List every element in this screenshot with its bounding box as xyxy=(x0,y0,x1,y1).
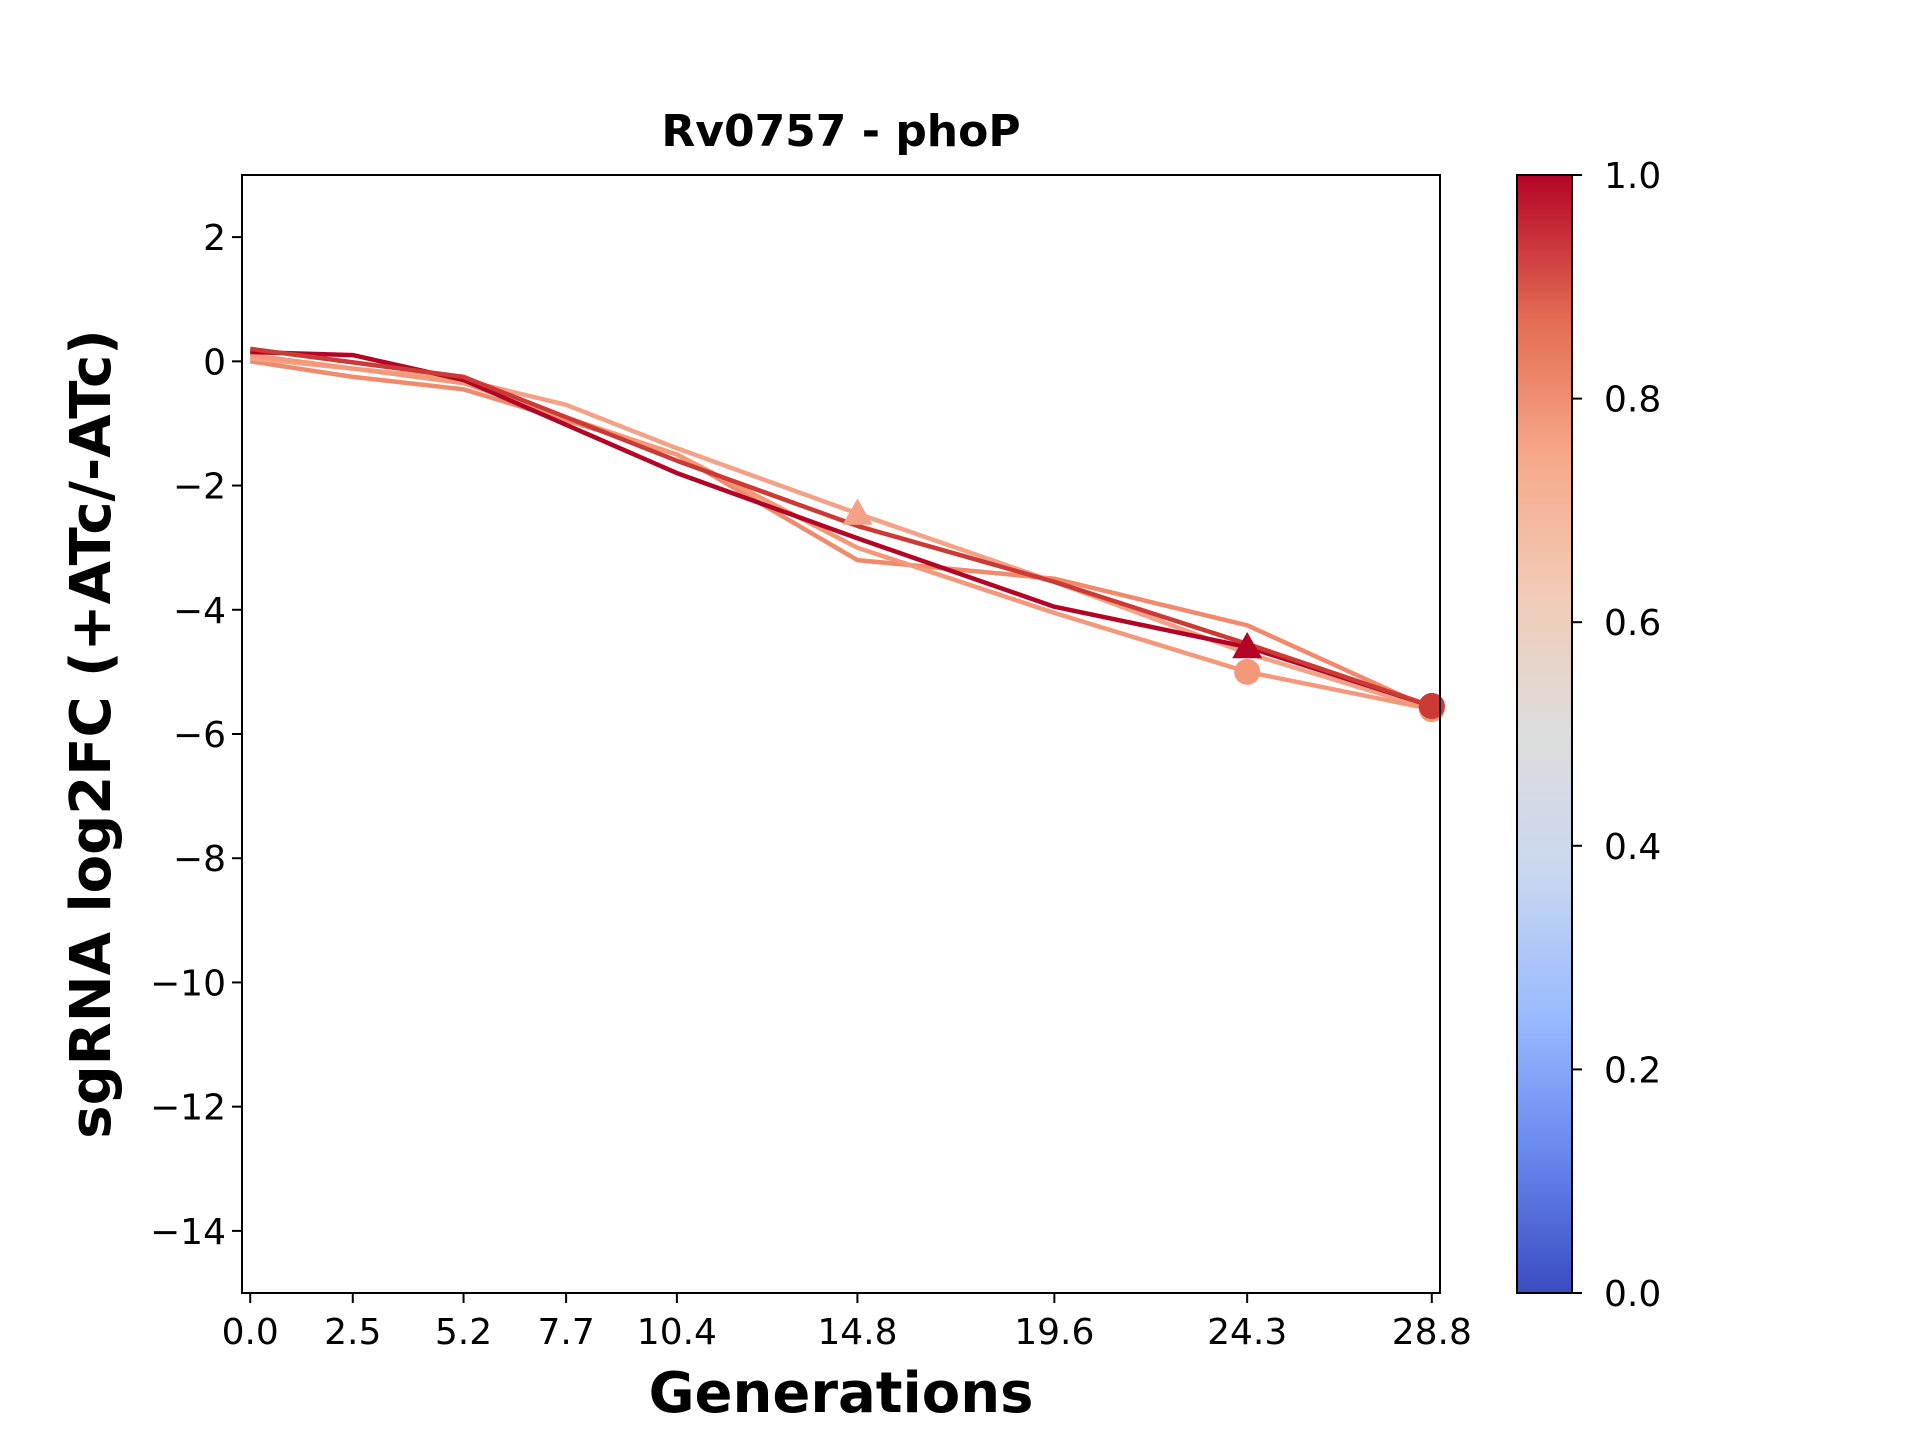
series-marker-4 xyxy=(1232,632,1263,659)
y-tick-label: 0 xyxy=(203,342,226,383)
colorbar-tick-label: 0.0 xyxy=(1604,1274,1661,1315)
x-tick-label: 5.2 xyxy=(435,1312,492,1353)
colorbar-tick-label: 0.2 xyxy=(1604,1050,1661,1091)
x-axis-label: Generations xyxy=(649,1361,1034,1426)
colorbar-tick-label: 0.8 xyxy=(1604,380,1661,421)
x-tick-label: 28.8 xyxy=(1392,1312,1472,1353)
x-tick-label: 7.7 xyxy=(537,1312,594,1353)
plot-frame xyxy=(241,174,1441,1294)
marker-layer xyxy=(842,498,1445,723)
y-tick-label: −12 xyxy=(150,1088,226,1129)
x-tick-label: 24.3 xyxy=(1207,1312,1287,1353)
x-tick-label: 10.4 xyxy=(637,1312,717,1353)
y-tick-label: −14 xyxy=(150,1212,226,1253)
colorbar-tick-label: 1.0 xyxy=(1604,156,1661,197)
y-axis-label: sgRNA log2FC (+ATc/-ATc) xyxy=(59,329,124,1139)
y-tick-label: −2 xyxy=(173,467,226,508)
x-tick-label: 2.5 xyxy=(324,1312,381,1353)
colorbar-ticks: 0.0 0.2 0.4 0.6 0.8 1.0 xyxy=(1572,156,1661,1315)
colorbar-tick-label: 0.4 xyxy=(1604,827,1661,868)
y-tick-label: 2 xyxy=(203,218,226,259)
series-marker-5 xyxy=(1418,693,1445,720)
series-marker-3 xyxy=(1234,658,1261,685)
y-tick-label: −10 xyxy=(150,963,226,1004)
y-tick-label: −4 xyxy=(173,591,226,632)
series-line-4 xyxy=(250,349,1433,709)
series-marker-2 xyxy=(842,498,873,525)
y-axis-ticks: 2 0 −2 −4 −6 −8 −10 −12 −14 xyxy=(150,218,242,1253)
x-tick-label: 14.8 xyxy=(817,1312,897,1353)
y-tick-label: −8 xyxy=(173,839,226,880)
chart-title: Rv0757 - phoP xyxy=(661,106,1020,157)
colorbar-tick-label: 0.6 xyxy=(1604,603,1661,644)
x-tick-label: 0.0 xyxy=(222,1312,279,1353)
colorbar xyxy=(1516,174,1573,1294)
x-tick-label: 19.6 xyxy=(1014,1312,1094,1353)
x-axis-ticks: 0.0 2.5 5.2 7.7 10.4 14.8 19.6 24.3 28.8 xyxy=(222,1293,1472,1353)
y-tick-label: −6 xyxy=(173,715,226,756)
